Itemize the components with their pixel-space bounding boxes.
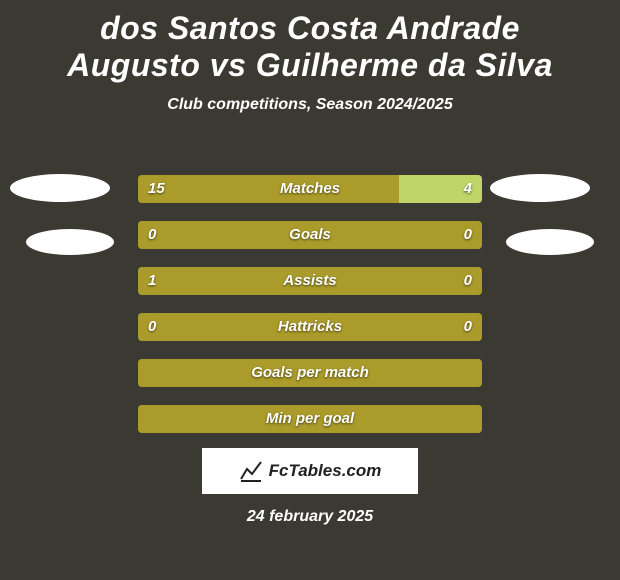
stat-row: 00Hattricks (138, 313, 482, 341)
stat-row: 154Matches (138, 175, 482, 203)
stat-label: Min per goal (138, 405, 482, 433)
date-text: 24 february 2025 (0, 508, 620, 526)
watermark: FcTables.com (202, 448, 418, 494)
stat-rows: 154Matches 00Goals 10Assists 00Hattricks Goa… (138, 175, 482, 451)
avatar-placeholder (26, 229, 114, 255)
avatar-placeholder (10, 174, 110, 202)
avatar-placeholder (490, 174, 590, 202)
stat-label: Matches (138, 175, 482, 203)
stat-label: Goals per match (138, 359, 482, 387)
stat-label: Hattricks (138, 313, 482, 341)
watermark-text: FcTables.com (269, 461, 382, 481)
stat-row: Min per goal (138, 405, 482, 433)
stat-label: Assists (138, 267, 482, 295)
page-title: dos Santos Costa Andrade Augusto vs Guil… (0, 0, 620, 84)
stat-row: 10Assists (138, 267, 482, 295)
subtitle: Club competitions, Season 2024/2025 (0, 96, 620, 114)
avatar-placeholder (506, 229, 594, 255)
comparison-infographic: dos Santos Costa Andrade Augusto vs Guil… (0, 0, 620, 580)
stat-row: Goals per match (138, 359, 482, 387)
stat-label: Goals (138, 221, 482, 249)
stat-row: 00Goals (138, 221, 482, 249)
chart-icon (239, 459, 263, 483)
